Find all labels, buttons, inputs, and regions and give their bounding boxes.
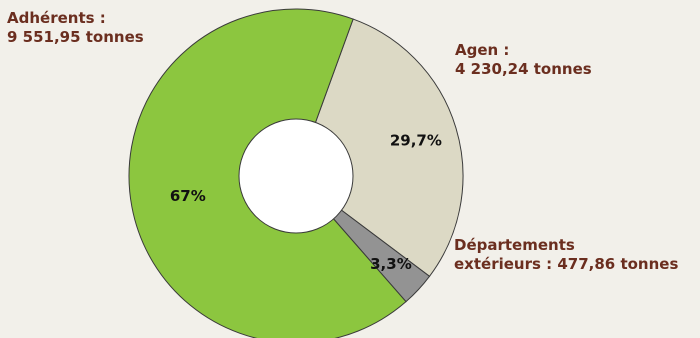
label-adherents-name: Adhérents :	[7, 9, 106, 27]
donut-hole	[238, 118, 354, 234]
label-agen-detail: 4 230,24 tonnes	[455, 60, 592, 78]
label-departements-name: Départements	[454, 236, 575, 254]
label-agen-name: Agen :	[455, 41, 510, 59]
label-agen: Agen : 4 230,24 tonnes	[455, 41, 592, 79]
label-adherents: Adhérents : 9 551,95 tonnes	[7, 9, 144, 47]
label-adherents-detail: 9 551,95 tonnes	[7, 28, 144, 46]
slice-agen	[295, 18, 464, 278]
label-departements-detail: extérieurs : 477,86 tonnes	[454, 255, 679, 273]
percent-label-agen: 29,7%	[390, 131, 442, 149]
percent-label-departements: 3,3%	[370, 255, 412, 273]
label-departements: Départements extérieurs : 477,86 tonnes	[454, 236, 678, 274]
percent-label-adherents: 67%	[170, 187, 206, 205]
